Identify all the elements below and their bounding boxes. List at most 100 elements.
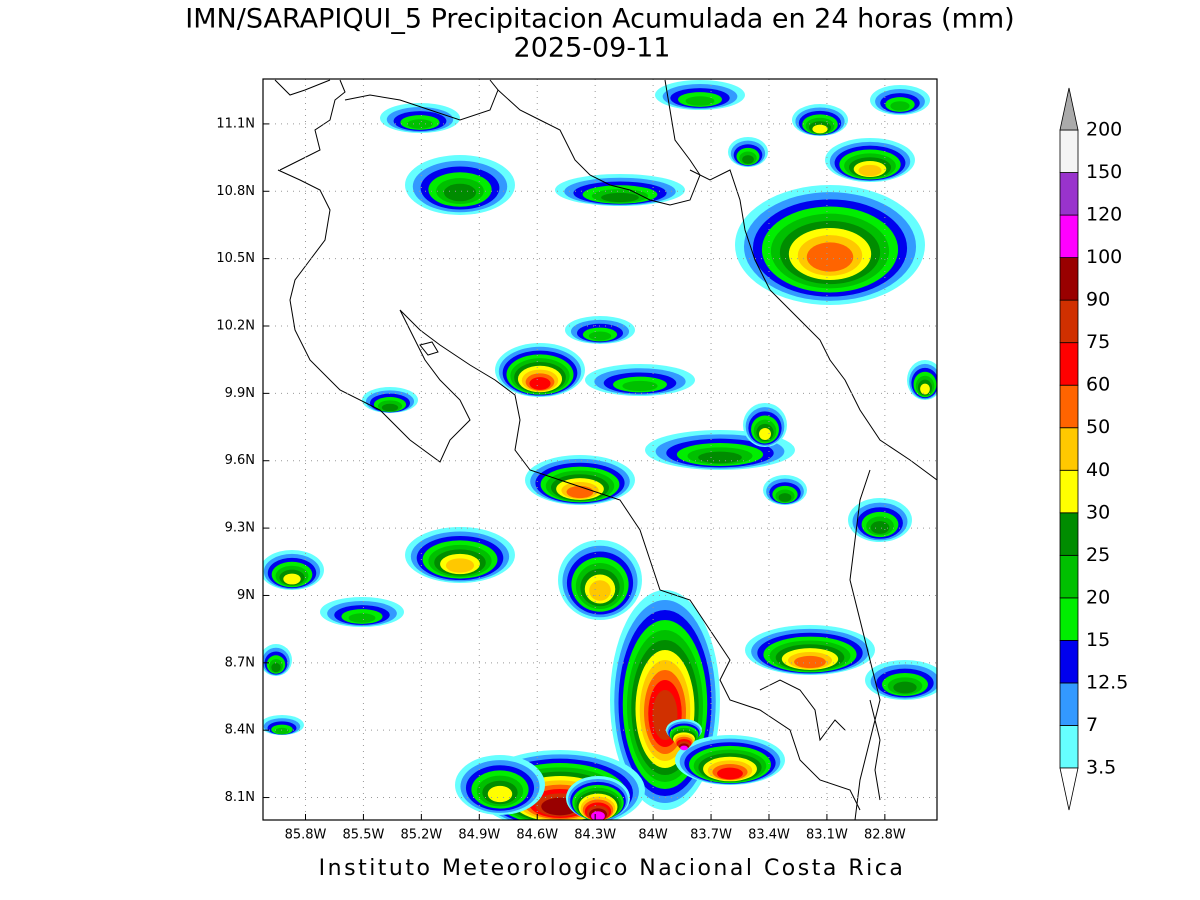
colorbar-label: 120 <box>1086 204 1122 226</box>
precip-contour <box>680 745 688 751</box>
y-tick-label: 11.1N <box>216 116 255 131</box>
precip-contour <box>348 613 376 623</box>
colorbar-box <box>1059 554 1079 599</box>
colorbar-box <box>1059 597 1079 641</box>
precip-contour <box>778 493 792 502</box>
precip-contour <box>870 521 890 534</box>
colorbar-box <box>1059 384 1079 429</box>
border <box>344 79 701 206</box>
y-tick-label: 8.1N <box>225 790 255 805</box>
y-tick-label: 10.8N <box>216 184 255 199</box>
y-tick-label: 10.5N <box>216 251 255 266</box>
map-subtitle: 2025-09-11 <box>514 33 671 64</box>
colorbar-box <box>1059 640 1079 684</box>
precip-contour <box>893 681 917 694</box>
y-tick-label: 8.4N <box>225 723 255 738</box>
y-tick-label: 9.3N <box>225 521 255 536</box>
precip-contour <box>622 380 658 392</box>
colorbar-label: 100 <box>1086 246 1122 268</box>
colorbar-box <box>1059 342 1079 386</box>
precip-contour <box>443 183 477 202</box>
colorbar-label: 20 <box>1086 586 1110 608</box>
coastlines <box>274 79 937 820</box>
colorbar-label: 30 <box>1086 501 1110 523</box>
y-tick-label: 8.7N <box>225 655 255 670</box>
precip-contour <box>445 558 475 573</box>
colorbar-box <box>1059 214 1079 258</box>
colorbar-label: 15 <box>1086 629 1110 651</box>
island <box>419 341 439 356</box>
colorbar-label: 12.5 <box>1086 671 1128 693</box>
colorbar-label: 50 <box>1086 416 1110 438</box>
precip-contour <box>529 377 551 390</box>
coastline <box>689 169 937 481</box>
colorbar-box <box>1059 172 1079 216</box>
x-tick-label: 84.3W <box>574 828 616 843</box>
precip-contour <box>812 124 828 134</box>
colorbar-label: 25 <box>1086 544 1110 566</box>
precip-contour <box>601 192 639 203</box>
colorbar-box <box>1059 299 1079 344</box>
y-tick-label: 9N <box>237 588 255 603</box>
coastline <box>274 79 346 171</box>
colorbar-box <box>1059 257 1079 301</box>
colorbar: 3.5 7 12.5 15 20 25 30 40 50 60 75 90 100 120 150 200 <box>1059 87 1128 811</box>
colorbar-label: 7 <box>1086 714 1098 736</box>
x-tick-label: 85.5W <box>343 828 385 843</box>
precip-contour <box>717 767 743 780</box>
colorbar-label: 60 <box>1086 374 1110 396</box>
precip-contour <box>685 96 715 106</box>
x-tick-label: 83.7W <box>690 828 732 843</box>
x-tick-label: 84.6W <box>516 828 558 843</box>
colorbar-label: 90 <box>1086 289 1110 311</box>
precip-contour <box>742 155 754 164</box>
x-tick-label: 85.8W <box>285 828 327 843</box>
x-tick-label: 82.8W <box>864 828 906 843</box>
precip-contour <box>890 101 910 111</box>
precip-contour <box>759 428 771 440</box>
precip-contour <box>858 164 882 177</box>
map-title: IMN/SARAPIQUI_5 Precipitacion Acumulada … <box>185 4 1014 35</box>
coastline <box>277 169 861 811</box>
precip-contour <box>806 242 854 272</box>
colorbar-label: 40 <box>1086 459 1110 481</box>
precip-field <box>263 80 937 820</box>
precip-contour <box>487 785 513 803</box>
axes: 85.8W 85.5W 85.2W 84.9W 84.6W 84.3W 84W 83.7W 83… <box>216 79 937 843</box>
colorbar-box <box>1059 512 1079 556</box>
x-tick-label: 84.9W <box>458 828 500 843</box>
colorbar-label: 200 <box>1086 119 1122 141</box>
border <box>849 469 881 820</box>
colorbar-box <box>1059 469 1079 514</box>
colorbar-label: 3.5 <box>1086 757 1116 779</box>
colorbar-box <box>1059 725 1079 769</box>
x-tick-label: 83.1W <box>806 828 848 843</box>
precip-contour <box>381 403 399 412</box>
y-tick-label: 10.2N <box>216 319 255 334</box>
precip-contour <box>920 383 930 395</box>
coastline <box>759 679 881 801</box>
colorbar-box <box>1059 682 1079 726</box>
x-tick-label: 83.4W <box>748 828 790 843</box>
y-tick-label: 9.9N <box>225 386 255 401</box>
precip-contour <box>283 573 301 585</box>
colorbar-box <box>1059 427 1079 471</box>
precip-contour <box>588 331 612 341</box>
precip-contour <box>591 811 605 820</box>
precip-contour <box>794 655 826 669</box>
plot-frame <box>262 78 938 821</box>
precip-contour <box>271 662 281 673</box>
colorbar-box <box>1059 129 1079 173</box>
precip-contour <box>698 451 742 464</box>
x-tick-label: 84W <box>638 828 668 843</box>
footer: Instituto Meteorologico Nacional Costa R… <box>319 856 906 881</box>
x-tick-label: 85.2W <box>400 828 442 843</box>
colorbar-under <box>1059 767 1079 811</box>
colorbar-label: 150 <box>1086 161 1122 183</box>
precip-contour <box>566 485 594 499</box>
precip-contour <box>274 727 290 735</box>
colorbar-over <box>1059 87 1079 131</box>
